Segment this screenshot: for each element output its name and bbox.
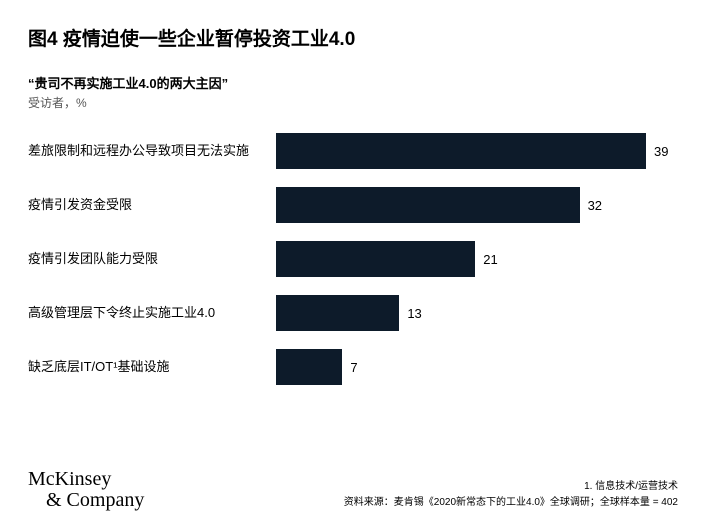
bar-row: 疫情引发资金受限 32 [28, 187, 678, 223]
bar-value: 7 [350, 360, 357, 375]
bar-area: 13 [276, 295, 678, 331]
footnote-2: 资料来源：麦肯锡《2020新常态下的工业4.0》全球调研；全球样本量 = 402 [344, 495, 678, 511]
bar-value: 13 [407, 306, 421, 321]
bar-row: 疫情引发团队能力受限 21 [28, 241, 678, 277]
bar-row: 缺乏底层IT/OT¹基础设施 7 [28, 349, 678, 385]
category-label: 缺乏底层IT/OT¹基础设施 [28, 359, 276, 376]
bar [276, 187, 580, 223]
bar-value: 39 [654, 144, 668, 159]
footer: McKinsey & Company 1. 信息技术/运营技术 资料来源：麦肯锡… [28, 469, 678, 511]
chart-title: 图4 疫情迫使一些企业暂停投资工业4.0 [28, 24, 678, 51]
bar-row: 差旅限制和远程办公导致项目无法实施 39 [28, 133, 678, 169]
bar [276, 241, 475, 277]
bar-value: 32 [588, 198, 602, 213]
bar [276, 295, 399, 331]
category-label: 疫情引发资金受限 [28, 197, 276, 214]
category-label: 差旅限制和远程办公导致项目无法实施 [28, 143, 276, 160]
bar-area: 32 [276, 187, 678, 223]
category-label: 疫情引发团队能力受限 [28, 251, 276, 268]
footnote-1: 1. 信息技术/运营技术 [344, 479, 678, 495]
bar-row: 高级管理层下令终止实施工业4.0 13 [28, 295, 678, 331]
bar-chart: 差旅限制和远程办公导致项目无法实施 39 疫情引发资金受限 32 疫情引发团队能… [28, 133, 678, 385]
bar-area: 39 [276, 133, 678, 169]
logo-line-1: McKinsey [28, 469, 144, 490]
mckinsey-logo: McKinsey & Company [28, 469, 144, 511]
bar-area: 7 [276, 349, 678, 385]
bar-area: 21 [276, 241, 678, 277]
chart-unit: 受访者，% [28, 94, 678, 111]
category-label: 高级管理层下令终止实施工业4.0 [28, 305, 276, 322]
chart-subtitle: “贵司不再实施工业4.0的两大主因” [28, 73, 678, 92]
bar [276, 349, 342, 385]
footnotes: 1. 信息技术/运营技术 资料来源：麦肯锡《2020新常态下的工业4.0》全球调… [344, 479, 678, 511]
logo-line-2: & Company [28, 490, 144, 511]
bar [276, 133, 646, 169]
bar-value: 21 [483, 252, 497, 267]
